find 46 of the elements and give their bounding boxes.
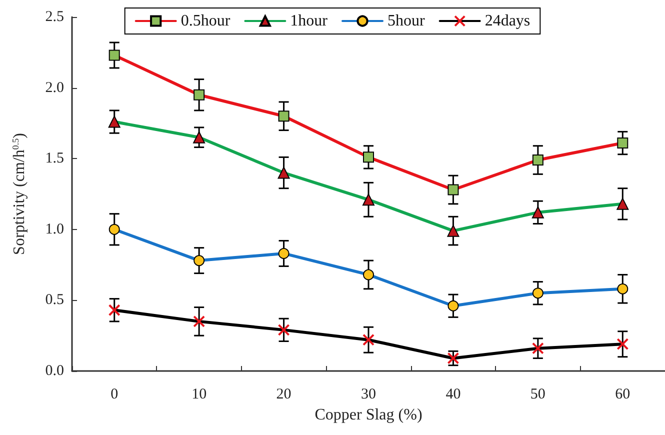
point	[278, 110, 290, 122]
point	[448, 300, 459, 312]
x-tick-label: 50	[530, 386, 546, 402]
x-tick-label: 10	[192, 386, 207, 402]
point	[278, 324, 290, 336]
point	[278, 166, 290, 179]
legend-label: 5hour	[388, 12, 426, 30]
point	[278, 248, 290, 259]
point	[532, 342, 544, 354]
y-tick-label: 0.5	[45, 292, 64, 308]
point	[193, 131, 206, 144]
point	[193, 315, 206, 328]
point	[532, 206, 544, 218]
y-tick-label: 1.5	[45, 150, 64, 167]
point	[616, 338, 629, 350]
point	[108, 116, 120, 128]
y-tick-label: 1.0	[45, 221, 64, 238]
point	[616, 198, 629, 210]
point	[362, 334, 374, 346]
legend-label: 1hour	[290, 12, 328, 30]
point	[363, 269, 374, 280]
x-tick-label: 60	[615, 386, 630, 402]
x-tick-label: 30	[361, 386, 376, 402]
legend-label: 24days	[484, 12, 530, 30]
y-axis-title: Sorptivity (cm/h0.5)	[10, 133, 28, 255]
point	[108, 304, 120, 316]
x-tick-label: 40	[446, 386, 461, 402]
y-tick-label: 2.0	[45, 80, 64, 96]
y-tick-label: 0.0	[45, 363, 64, 379]
point	[448, 184, 459, 196]
point	[362, 194, 374, 206]
x-tick-label: 20	[276, 386, 292, 402]
x-tick-label: 0	[110, 386, 118, 402]
point	[532, 288, 544, 299]
point	[108, 50, 120, 61]
point	[617, 283, 628, 294]
point	[108, 224, 120, 235]
point	[363, 152, 374, 163]
point	[532, 154, 544, 166]
legend-label: 0.5hour	[180, 12, 231, 30]
point	[194, 89, 205, 100]
y-tick-label: 2.5	[45, 9, 64, 25]
x-axis-title: Copper Slag (%)	[314, 406, 422, 424]
point	[617, 138, 628, 149]
point	[447, 224, 460, 237]
point	[194, 255, 205, 266]
